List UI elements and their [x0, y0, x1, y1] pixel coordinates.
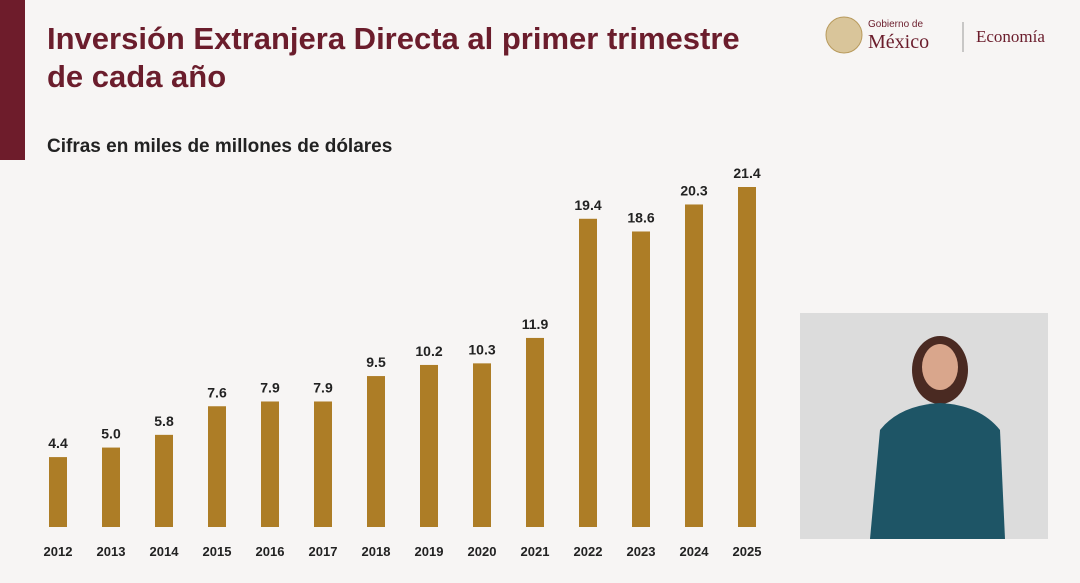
x-tick-label: 2024 — [680, 544, 710, 559]
chart-subtitle: Cifras en miles de millones de dólares — [47, 136, 393, 157]
value-label: 19.4 — [574, 197, 601, 213]
x-tick-label: 2019 — [415, 544, 444, 559]
bar — [314, 401, 332, 527]
bar — [49, 457, 67, 527]
value-label: 10.3 — [468, 341, 495, 357]
value-label: 10.2 — [415, 343, 442, 359]
value-label: 9.5 — [366, 354, 386, 370]
logo-emblem — [825, 16, 863, 54]
bar — [579, 218, 597, 527]
x-tick-label: 2012 — [44, 544, 73, 559]
x-tick-label: 2023 — [627, 544, 656, 559]
x-tick-label: 2014 — [150, 544, 180, 559]
x-tick-label: 2022 — [574, 544, 603, 559]
bar — [208, 406, 226, 527]
bar — [155, 434, 173, 527]
value-label: 20.3 — [680, 182, 707, 198]
value-label: 7.6 — [207, 384, 227, 400]
value-label: 7.9 — [313, 379, 333, 395]
chart-title: Inversión Extranjera Directa al primer t… — [47, 21, 740, 94]
ministry: Economía — [976, 27, 1045, 46]
value-label: 7.9 — [260, 379, 280, 395]
x-tick-label: 2025 — [733, 544, 762, 559]
value-label: 4.4 — [48, 435, 68, 451]
x-tick-label: 2021 — [521, 544, 550, 559]
bar — [367, 376, 385, 527]
body — [870, 403, 1005, 539]
bar — [420, 364, 438, 527]
value-label: 11.9 — [522, 316, 549, 332]
bar — [632, 231, 650, 528]
value-label: 18.6 — [627, 209, 654, 225]
x-tick-label: 2015 — [203, 544, 232, 559]
accent-bar — [0, 0, 25, 160]
bar — [526, 337, 544, 527]
bar — [738, 187, 756, 527]
face — [922, 344, 958, 390]
x-tick-label: 2017 — [309, 544, 338, 559]
x-tick-label: 2013 — [97, 544, 126, 559]
bar — [102, 447, 120, 527]
value-label: 21.4 — [733, 165, 760, 181]
value-label: 5.0 — [101, 426, 121, 442]
x-tick-label: 2020 — [468, 544, 497, 559]
bar — [685, 204, 703, 528]
value-label: 5.8 — [154, 413, 174, 429]
bar — [261, 401, 279, 527]
interpreter-video — [800, 313, 1048, 539]
x-tick-label: 2018 — [362, 544, 391, 559]
bar — [473, 363, 491, 527]
logo-top: Gobierno de — [868, 19, 923, 30]
x-tick-label: 2016 — [256, 544, 285, 559]
logo-main: México — [868, 31, 929, 53]
